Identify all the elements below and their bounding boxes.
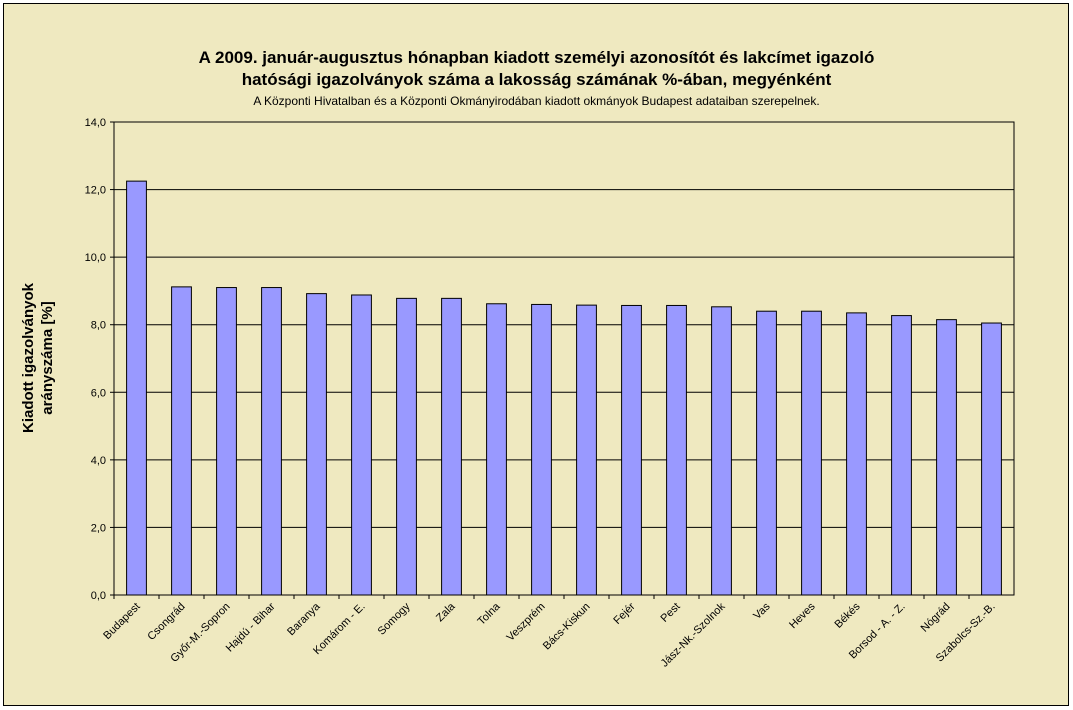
bar: [441, 297, 462, 596]
bar: [396, 297, 417, 596]
bar: [171, 286, 192, 596]
bar: [351, 294, 372, 596]
x-tick-label: Somogy: [376, 600, 413, 637]
x-tick-label: Zala: [434, 600, 458, 624]
bar: [576, 304, 597, 596]
y-tick-label: 10,0: [85, 252, 106, 264]
y-axis-label-line2: arányszáma [%]: [39, 301, 56, 414]
bar: [306, 293, 327, 596]
bars: [126, 180, 1002, 596]
x-tick-label: Tolna: [476, 600, 504, 628]
x-tick-label: Pest: [659, 601, 683, 625]
x-tick-label: Fejér: [611, 600, 637, 626]
bar: [666, 304, 687, 596]
x-tick-label: Heves: [787, 600, 818, 631]
y-tick-label: 14,0: [85, 117, 106, 129]
gridlines: [114, 189, 1014, 528]
x-tick-label: Budapest: [101, 601, 142, 642]
x-tick-label: Bács-Kiskun: [541, 601, 593, 653]
y-tick-labels: 0,0 2,0 4,0 6,0 8,0 10,0 12,0 14,0: [85, 117, 114, 602]
bar: [801, 310, 822, 596]
y-tick-label: 0,0: [91, 590, 106, 602]
bar: [126, 180, 147, 596]
bar: [936, 319, 957, 596]
x-tick-label: Békés: [833, 600, 863, 630]
bar: [621, 304, 642, 596]
bar: [756, 310, 777, 596]
chart-title-line2: hatósági igazolványok száma a lakosság s…: [241, 70, 832, 89]
y-tick-label: 8,0: [91, 320, 106, 332]
x-tick-label: Baranya: [285, 600, 323, 638]
bar: [981, 322, 1002, 596]
x-tick-label: Vas: [751, 600, 773, 622]
chart-subtitle: A Központi Hivatalban és a Központi Okmá…: [253, 94, 820, 108]
x-tick-label: Nógrád: [919, 601, 953, 635]
plot-area: [113, 121, 1015, 596]
bar: [486, 303, 507, 596]
x-tick-label: Csongrád: [145, 601, 187, 643]
y-axis-label: Kiadott igazolványok: [20, 282, 37, 433]
bar: [711, 306, 732, 596]
bar: [891, 315, 912, 596]
y-tick-label: 12,0: [85, 185, 106, 197]
y-tick-label: 2,0: [91, 522, 106, 534]
bar: [531, 303, 552, 596]
bar: [216, 287, 237, 596]
x-tick-label: Veszprém: [505, 601, 548, 644]
chart-title: A 2009. január-augusztus hónapban kiadot…: [198, 48, 875, 67]
bar: [261, 287, 282, 596]
y-tick-label: 4,0: [91, 455, 106, 467]
y-tick-label: 6,0: [91, 387, 106, 399]
bar: [846, 312, 867, 596]
